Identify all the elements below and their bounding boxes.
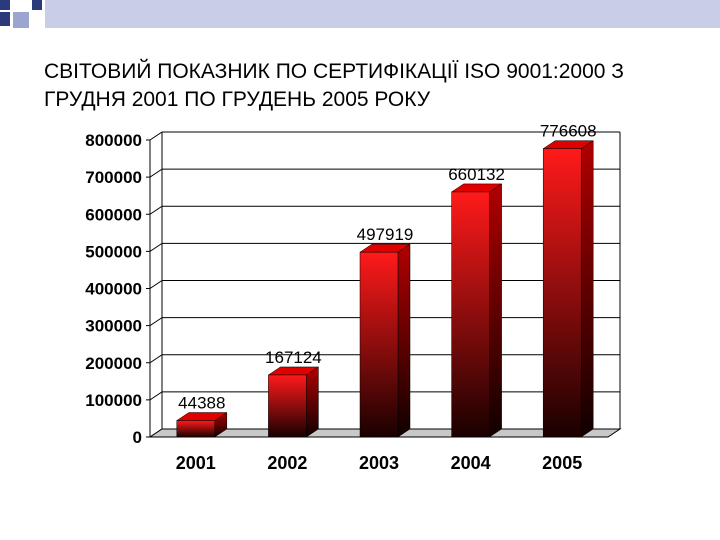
bar-side bbox=[489, 183, 502, 438]
decor-band bbox=[45, 0, 720, 28]
bar-front bbox=[268, 374, 307, 438]
bar-front bbox=[176, 420, 216, 438]
y-tick-label: 700000 bbox=[85, 168, 142, 187]
grid-connector bbox=[149, 280, 163, 289]
decor-square bbox=[13, 12, 29, 28]
decor-square bbox=[0, 12, 10, 26]
y-tick-label: 800000 bbox=[85, 131, 142, 150]
bar bbox=[267, 366, 320, 438]
data-label: 660132 bbox=[448, 165, 505, 184]
header-decoration bbox=[0, 0, 720, 28]
bar-front bbox=[451, 191, 490, 438]
grid-connector bbox=[149, 242, 163, 252]
bar-front bbox=[359, 251, 399, 438]
y-tick-label: 600000 bbox=[85, 205, 142, 224]
y-tick-label: 500000 bbox=[85, 242, 142, 261]
data-label: 167124 bbox=[265, 348, 322, 367]
grid-connector bbox=[149, 168, 163, 178]
data-label: 776608 bbox=[540, 122, 597, 141]
x-tick-label: 2001 bbox=[176, 453, 216, 473]
data-label: 44388 bbox=[178, 394, 225, 413]
y-tick-label: 200000 bbox=[85, 354, 142, 373]
decor-square bbox=[32, 0, 42, 10]
y-tick-label: 0 bbox=[133, 428, 142, 447]
bar-side bbox=[306, 366, 319, 438]
bar-side bbox=[397, 243, 411, 438]
x-tick-label: 2005 bbox=[542, 453, 582, 473]
grid-connector bbox=[149, 205, 163, 215]
grid-connector bbox=[149, 317, 163, 327]
bar-front bbox=[542, 148, 582, 438]
y-tick-label: 300000 bbox=[85, 317, 142, 336]
data-label: 497919 bbox=[357, 225, 414, 244]
y-tick-label: 400000 bbox=[85, 280, 142, 299]
y-tick-label: 100000 bbox=[85, 391, 142, 410]
bar bbox=[542, 140, 595, 438]
grid-connector bbox=[149, 354, 163, 364]
bar bbox=[359, 243, 411, 438]
grid-connector bbox=[149, 131, 163, 141]
x-tick-label: 2002 bbox=[267, 453, 307, 473]
x-tick-label: 2003 bbox=[359, 453, 399, 473]
bar bbox=[175, 412, 228, 438]
slide-title: СВІТОВИЙ ПОКАЗНИК ПО СЕРТИФІКАЦІЇ ISO 90… bbox=[44, 60, 624, 111]
decor-square bbox=[0, 0, 10, 10]
grid-connector bbox=[149, 391, 163, 401]
x-tick-label: 2004 bbox=[451, 453, 491, 473]
bar-side bbox=[580, 140, 594, 438]
bar bbox=[450, 183, 503, 438]
